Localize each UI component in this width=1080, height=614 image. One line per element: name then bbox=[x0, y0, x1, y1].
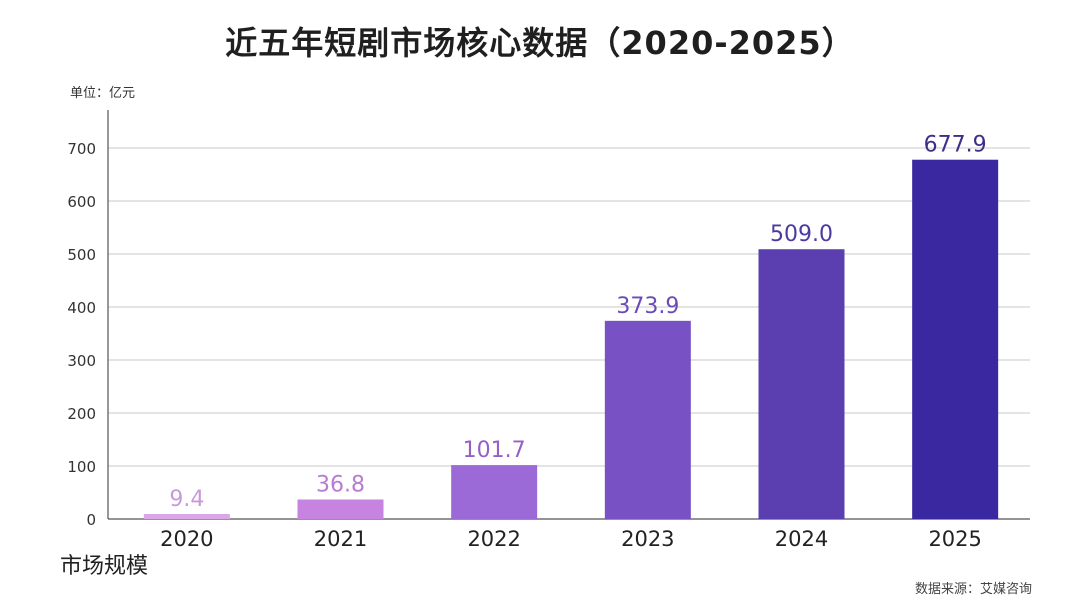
y-tick-label: 100 bbox=[67, 458, 96, 476]
x-tick-label-2022: 2022 bbox=[467, 527, 520, 551]
data-label-2021: 36.8 bbox=[316, 472, 365, 497]
chart-title: 近五年短剧市场核心数据（2020-2025） bbox=[225, 24, 855, 62]
x-tick-label-2023: 2023 bbox=[621, 527, 674, 551]
bar-2025 bbox=[912, 159, 999, 519]
y-tick-label: 600 bbox=[67, 193, 96, 211]
tick-labels: 0 100 200 300 400 500 600 700 2020 2021 2022 2023 20… bbox=[67, 140, 982, 551]
source-note: 数据来源：艾媒咨询 bbox=[914, 582, 1032, 597]
grid-lines bbox=[108, 147, 1030, 467]
bar-2022 bbox=[451, 465, 538, 519]
series-label: 市场规模 bbox=[60, 554, 149, 579]
y-tick-label: 700 bbox=[67, 140, 96, 158]
bar-2024 bbox=[758, 249, 845, 520]
x-tick-label-2024: 2024 bbox=[775, 527, 828, 551]
data-labels: 9.4 36.8 101.7 373.9 509.0 677.9 bbox=[169, 133, 986, 512]
axes bbox=[107, 110, 1030, 520]
bars bbox=[143, 159, 999, 520]
y-tick-label: 500 bbox=[67, 246, 96, 264]
y-tick-label: 0 bbox=[86, 511, 96, 529]
data-label-2020: 9.4 bbox=[169, 487, 204, 512]
data-label-2025: 677.9 bbox=[924, 133, 987, 158]
data-label-2023: 373.9 bbox=[616, 294, 679, 319]
x-tick-label-2020: 2020 bbox=[160, 527, 213, 551]
bar-2023 bbox=[604, 320, 691, 519]
data-label-2022: 101.7 bbox=[463, 438, 526, 463]
y-tick-label: 200 bbox=[67, 405, 96, 423]
unit-label: 单位：亿元 bbox=[70, 86, 136, 101]
y-tick-label: 300 bbox=[67, 352, 96, 370]
y-tick-label: 400 bbox=[67, 299, 96, 317]
x-tick-label-2021: 2021 bbox=[314, 527, 367, 551]
x-tick-label-2025: 2025 bbox=[928, 527, 981, 551]
data-label-2024: 509.0 bbox=[770, 222, 833, 247]
bar-2020 bbox=[143, 514, 230, 519]
bar-2021 bbox=[297, 499, 384, 519]
